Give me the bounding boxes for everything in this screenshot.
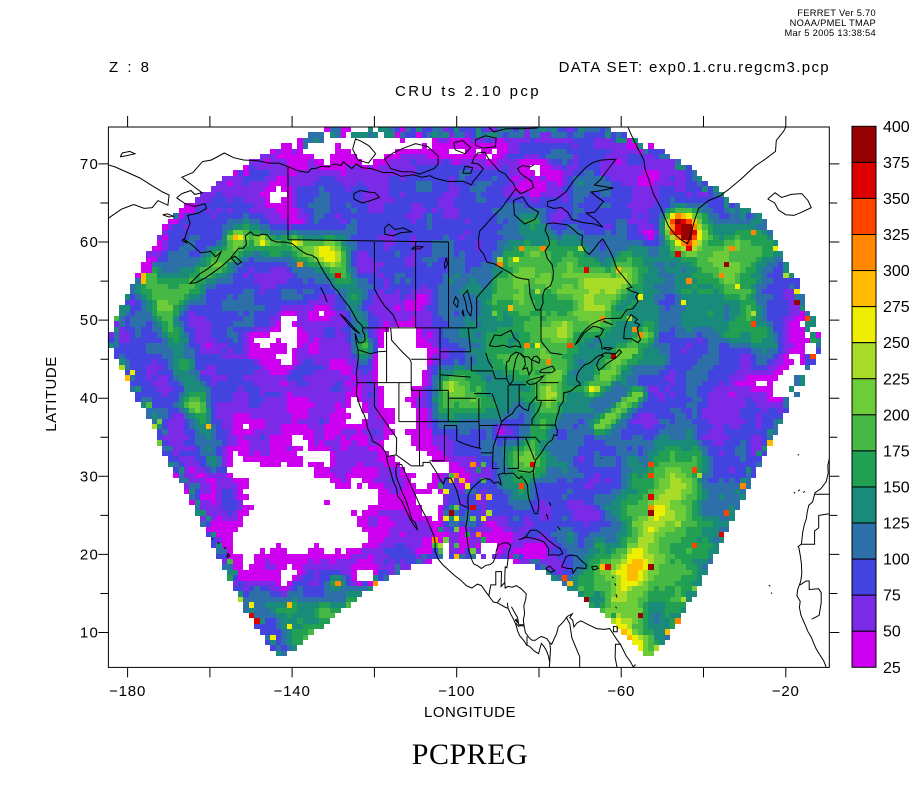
svg-text:50: 50 <box>883 624 901 641</box>
svg-text:375: 375 <box>883 155 910 172</box>
svg-text:10: 10 <box>80 625 99 642</box>
svg-text:125: 125 <box>883 516 910 533</box>
svg-text:275: 275 <box>883 299 910 316</box>
svg-text:300: 300 <box>883 263 910 280</box>
svg-text:30: 30 <box>80 468 99 485</box>
svg-text:40: 40 <box>80 390 99 407</box>
svg-text:−180: −180 <box>109 683 146 700</box>
svg-text:Mar 5 2005 13:38:54: Mar 5 2005 13:38:54 <box>784 28 876 38</box>
svg-text:DATA SET: exp0.1.cru.regcm3.pc: DATA SET: exp0.1.cru.regcm3.pcp <box>559 59 830 76</box>
svg-text:NOAA/PMEL TMAP: NOAA/PMEL TMAP <box>790 18 876 28</box>
svg-text:400: 400 <box>883 119 910 136</box>
svg-text:20: 20 <box>80 546 99 563</box>
svg-text:25: 25 <box>883 660 901 677</box>
svg-text:250: 250 <box>883 335 910 352</box>
svg-text:PCPREG: PCPREG <box>412 738 528 771</box>
svg-text:Z : 8: Z : 8 <box>109 59 152 76</box>
svg-text:FERRET Ver 5.70: FERRET Ver 5.70 <box>797 8 876 18</box>
svg-text:LONGITUDE: LONGITUDE <box>424 704 516 721</box>
svg-text:LATITUDE: LATITUDE <box>43 356 60 431</box>
svg-text:75: 75 <box>883 588 901 605</box>
svg-text:150: 150 <box>883 480 910 497</box>
svg-text:−20: −20 <box>772 683 800 700</box>
svg-text:175: 175 <box>883 443 910 460</box>
svg-text:−100: −100 <box>438 683 475 700</box>
svg-text:−60: −60 <box>607 683 635 700</box>
svg-text:60: 60 <box>80 234 99 251</box>
svg-text:350: 350 <box>883 191 910 208</box>
svg-text:225: 225 <box>883 371 910 388</box>
svg-text:50: 50 <box>80 312 99 329</box>
svg-text:CRU ts 2.10 pcp: CRU ts 2.10 pcp <box>395 83 541 100</box>
svg-text:70: 70 <box>80 156 99 173</box>
svg-text:200: 200 <box>883 407 910 424</box>
svg-text:325: 325 <box>883 227 910 244</box>
svg-text:−140: −140 <box>274 683 311 700</box>
svg-text:100: 100 <box>883 552 910 569</box>
